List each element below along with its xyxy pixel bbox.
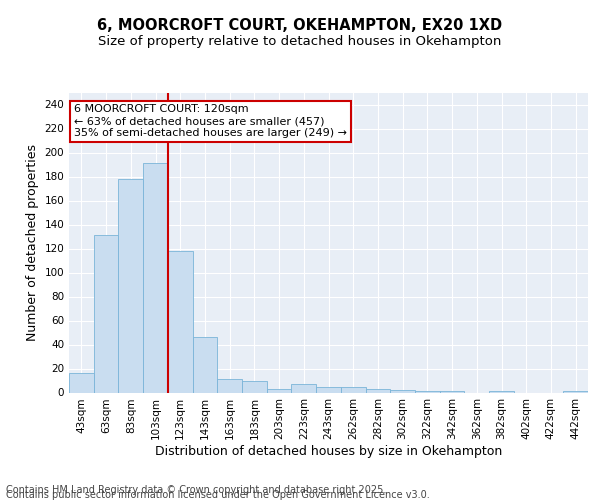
Bar	[242, 380, 267, 392]
Bar	[316, 386, 341, 392]
Text: 6 MOORCROFT COURT: 120sqm
← 63% of detached houses are smaller (457)
35% of semi: 6 MOORCROFT COURT: 120sqm ← 63% of detac…	[74, 104, 347, 138]
Bar	[390, 390, 415, 392]
Bar	[267, 389, 292, 392]
Y-axis label: Number of detached properties: Number of detached properties	[26, 144, 39, 341]
Bar	[168, 251, 193, 392]
Bar	[365, 389, 390, 392]
X-axis label: Distribution of detached houses by size in Okehampton: Distribution of detached houses by size …	[155, 445, 502, 458]
Bar	[292, 384, 316, 392]
Bar	[143, 164, 168, 392]
Text: Contains public sector information licensed under the Open Government Licence v3: Contains public sector information licen…	[6, 490, 430, 500]
Bar	[69, 374, 94, 392]
Text: Size of property relative to detached houses in Okehampton: Size of property relative to detached ho…	[98, 35, 502, 48]
Bar	[193, 338, 217, 392]
Text: 6, MOORCROFT COURT, OKEHAMPTON, EX20 1XD: 6, MOORCROFT COURT, OKEHAMPTON, EX20 1XD	[97, 18, 503, 32]
Text: Contains HM Land Registry data © Crown copyright and database right 2025.: Contains HM Land Registry data © Crown c…	[6, 485, 386, 495]
Bar	[217, 380, 242, 392]
Bar	[341, 386, 365, 392]
Bar	[118, 179, 143, 392]
Bar	[94, 236, 118, 392]
